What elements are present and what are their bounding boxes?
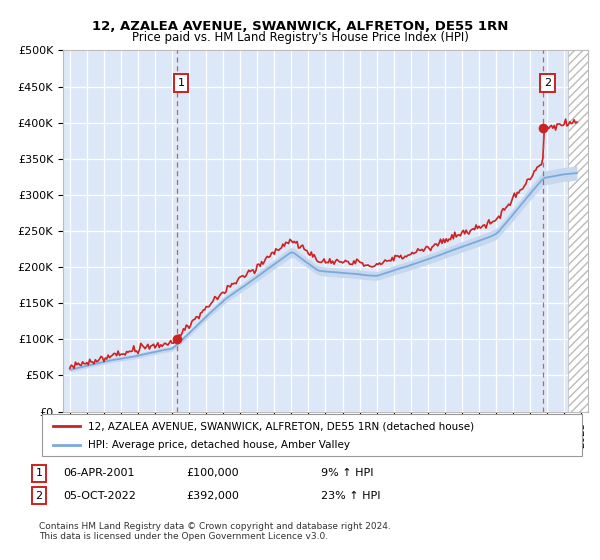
Text: 12, AZALEA AVENUE, SWANWICK, ALFRETON, DE55 1RN: 12, AZALEA AVENUE, SWANWICK, ALFRETON, D… [92,20,508,32]
Text: 05-OCT-2022: 05-OCT-2022 [63,491,136,501]
Text: 2: 2 [35,491,43,501]
Text: 9% ↑ HPI: 9% ↑ HPI [321,468,373,478]
Text: 23% ↑ HPI: 23% ↑ HPI [321,491,380,501]
Text: 06-APR-2001: 06-APR-2001 [63,468,134,478]
Text: 12, AZALEA AVENUE, SWANWICK, ALFRETON, DE55 1RN (detached house): 12, AZALEA AVENUE, SWANWICK, ALFRETON, D… [88,421,474,431]
Text: Contains HM Land Registry data © Crown copyright and database right 2024.
This d: Contains HM Land Registry data © Crown c… [39,522,391,542]
Text: 2: 2 [544,78,551,88]
Text: 1: 1 [35,468,43,478]
Text: Price paid vs. HM Land Registry's House Price Index (HPI): Price paid vs. HM Land Registry's House … [131,31,469,44]
FancyBboxPatch shape [42,414,582,456]
Text: £100,000: £100,000 [186,468,239,478]
Text: 1: 1 [178,78,184,88]
Bar [568,50,600,412]
Text: HPI: Average price, detached house, Amber Valley: HPI: Average price, detached house, Ambe… [88,440,350,450]
Text: £392,000: £392,000 [186,491,239,501]
